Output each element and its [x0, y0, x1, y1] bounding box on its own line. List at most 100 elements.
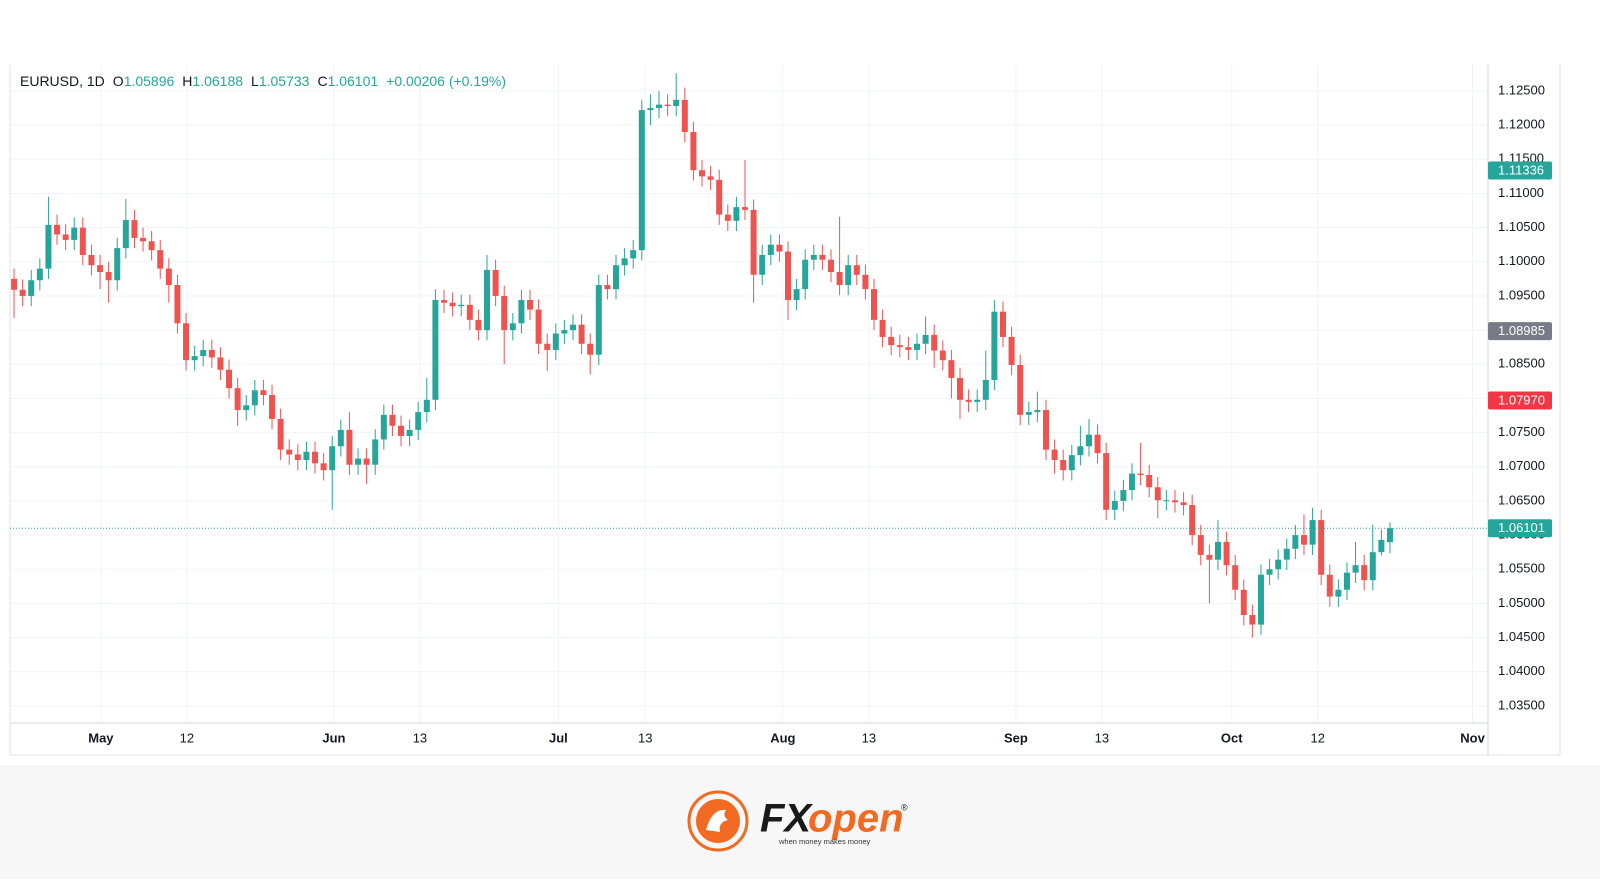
candle-body [11, 278, 18, 290]
logo-bull [706, 809, 728, 832]
candle-body [1146, 474, 1153, 488]
candle-body [312, 451, 319, 464]
candle-body [1171, 500, 1178, 503]
candle-body [277, 418, 284, 450]
x-tick-label: Jun [322, 730, 345, 745]
y-tick-label: 1.04000 [1498, 663, 1545, 678]
candle-body [1352, 565, 1359, 573]
logo: FX open ® when money makes money [687, 790, 908, 852]
ohlc-legend: EURUSD, 1D O1.05896 H1.06188 L1.05733 C1.061… [20, 73, 506, 89]
candle-body [114, 248, 121, 281]
candle-body [733, 207, 740, 221]
candle-body [131, 220, 138, 238]
price-tag [1488, 322, 1552, 341]
candle-body [742, 207, 749, 210]
candle-body [432, 300, 439, 400]
candle-body [355, 458, 362, 465]
candle-body [638, 110, 645, 251]
candle-body [578, 324, 585, 344]
candle-body [191, 356, 198, 361]
y-tick-label: 1.05000 [1498, 595, 1545, 610]
candle-body [922, 334, 929, 344]
candle-body [1077, 446, 1084, 456]
candle-body [449, 302, 456, 307]
ohlc-value: 1.06101 [328, 73, 379, 89]
candle-body [492, 269, 499, 296]
ohlc-key: O [113, 73, 124, 89]
candle-body [1318, 520, 1325, 575]
price-tag-label: 1.08985 [1498, 323, 1545, 338]
candle-body [552, 333, 559, 350]
candle-body [1163, 500, 1170, 502]
candle-body [544, 343, 551, 350]
x-tick-label: 12 [1310, 730, 1324, 745]
x-tick-label: 13 [1095, 730, 1109, 745]
candle-body [819, 254, 826, 260]
candle-body [97, 265, 104, 273]
candle-body [1137, 473, 1144, 475]
price-tag-label: 1.11336 [1498, 162, 1544, 177]
candle-body [982, 379, 989, 400]
candle-body [1103, 453, 1110, 510]
candle-body [251, 390, 258, 406]
chart-background [0, 0, 1600, 765]
candle-body [724, 214, 731, 221]
candle-body [621, 258, 628, 266]
candle-body [174, 285, 181, 324]
candles [11, 73, 1393, 638]
x-tick-label: Jul [549, 730, 568, 745]
ohlc-value: 1.05896 [124, 73, 175, 89]
candle-body [1249, 615, 1256, 625]
candle-body [1034, 410, 1041, 413]
candle-body [501, 295, 508, 331]
candle-body [535, 309, 542, 344]
candle-body [226, 369, 233, 389]
candle-body [1189, 505, 1196, 536]
candle-body [630, 250, 637, 259]
price-tag-label: 1.07970 [1498, 392, 1545, 407]
candle-body [458, 304, 465, 307]
candle-body [1017, 364, 1024, 415]
candle-body [260, 390, 267, 396]
candle-body [561, 330, 568, 334]
candle-body [1051, 449, 1058, 460]
candle-body [88, 254, 95, 266]
candle-body [1378, 539, 1385, 553]
x-tick-label: 13 [413, 730, 427, 745]
candle-body [1214, 541, 1221, 560]
candle-body [664, 104, 671, 106]
candle-body [1094, 434, 1101, 454]
ohlc-value: 1.05733 [259, 73, 310, 89]
candle-body [613, 265, 620, 290]
candle-body [1266, 569, 1273, 575]
x-tick-label: Nov [1460, 730, 1485, 745]
candle-body [441, 300, 448, 303]
candle-body [836, 272, 843, 286]
candle-body [827, 259, 834, 273]
candle-body [1326, 574, 1333, 597]
candle-body [1283, 548, 1290, 560]
candle-body [122, 220, 129, 249]
candle-body [690, 131, 697, 171]
candle-body [896, 345, 903, 348]
candle-body [484, 269, 491, 331]
y-tick-label: 1.09500 [1498, 287, 1545, 302]
candle-body [398, 425, 405, 437]
candle-body [1309, 520, 1316, 545]
candle-body [931, 334, 938, 351]
y-tick-label: 1.07000 [1498, 458, 1545, 473]
candle-body [157, 250, 164, 269]
ohlc-change: +0.00206 (+0.19%) [386, 73, 506, 89]
candle-body [1257, 574, 1264, 625]
candle-body [208, 349, 215, 358]
candle-body [1120, 490, 1127, 501]
price-tag [1488, 161, 1552, 180]
symbol: EURUSD, 1D [20, 73, 105, 89]
y-tick-label: 1.05500 [1498, 561, 1545, 576]
candle-body [810, 254, 817, 260]
candle-body [140, 237, 147, 242]
candle-body [776, 244, 783, 252]
x-tick-label: May [88, 730, 114, 745]
candle-body [406, 429, 413, 437]
candle-body [380, 414, 387, 440]
